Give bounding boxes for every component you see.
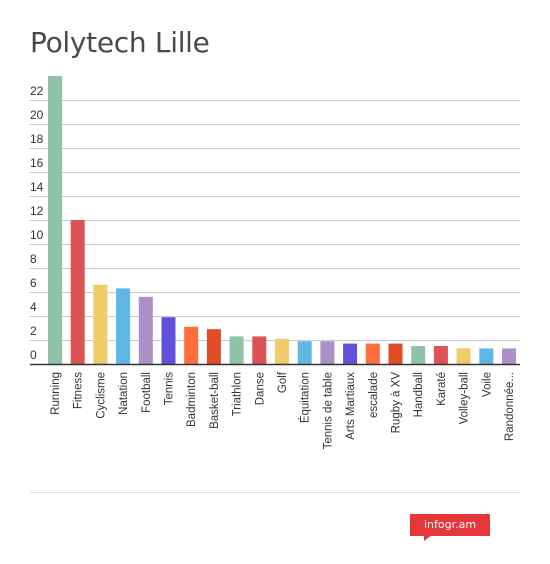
y-tick-label: 4	[30, 300, 37, 314]
bar	[502, 348, 516, 364]
x-tick-label: Tennis de table	[322, 372, 334, 449]
y-tick-label: 6	[30, 276, 37, 290]
footer-divider	[30, 492, 520, 493]
bar	[433, 346, 448, 364]
x-tick-label: Danse	[254, 372, 266, 405]
brand-badge[interactable]: infogr.am	[410, 514, 490, 536]
x-tick-label: Badminton	[186, 372, 198, 427]
y-tick-label: 20	[30, 108, 44, 122]
bar	[365, 343, 380, 364]
bar-chart: 0 2 4 6 8 10 12 14 16 18 20 22 Running Fitness Cyclis…	[30, 76, 520, 449]
y-tick-label: 8	[30, 252, 37, 266]
x-tick-label: Football	[141, 372, 153, 413]
x-tick-label: Randonnée...	[504, 372, 516, 441]
bar	[161, 317, 176, 364]
y-tick-label: 22	[30, 84, 44, 98]
brand-badge-tail	[424, 535, 432, 541]
bar	[138, 296, 153, 364]
y-tick-label: 0	[30, 348, 37, 362]
y-tick-label: 14	[30, 180, 44, 194]
y-tick-label: 12	[30, 204, 44, 218]
x-tick-label: Running	[50, 372, 62, 415]
chart-title: Polytech Lille	[30, 26, 210, 59]
x-tick-label: Basket-ball	[209, 372, 221, 429]
x-tick-label: Natation	[118, 372, 130, 415]
bar	[70, 220, 85, 364]
bar	[252, 336, 267, 364]
bar	[456, 348, 471, 364]
bar	[479, 348, 494, 364]
x-tick-label: Volley-ball	[459, 372, 471, 424]
x-tick-label: Arts Martiaux	[345, 372, 357, 440]
y-tick-label: 16	[30, 156, 44, 170]
y-tick-label: 18	[30, 132, 44, 146]
x-tick-label: Golf	[277, 371, 289, 393]
bar	[320, 341, 335, 364]
brand-label: infogr.am	[423, 518, 477, 531]
bar	[184, 326, 199, 364]
bars	[48, 76, 516, 364]
x-axis-labels: Running Fitness Cyclisme Natation Football Te…	[50, 371, 516, 449]
bar	[343, 343, 358, 364]
x-tick-label: Équitation	[299, 372, 312, 423]
x-tick-label: Fitness	[73, 372, 85, 409]
bar	[93, 284, 108, 364]
x-tick-label: Karaté	[436, 372, 448, 406]
bar	[275, 338, 289, 364]
y-tick-label: 2	[30, 324, 37, 338]
y-tick-label: 10	[30, 228, 44, 242]
bar	[48, 76, 62, 364]
x-tick-label: Voile	[481, 372, 493, 397]
x-tick-label: Cyclisme	[95, 372, 107, 419]
x-tick-label: escalade	[368, 372, 380, 418]
x-tick-label: Triathlon	[232, 372, 244, 416]
bar	[388, 343, 403, 364]
x-tick-label: Rugby à XV	[391, 372, 403, 434]
bar	[206, 329, 221, 364]
x-tick-label: Tennis	[164, 372, 176, 405]
grid-lines	[30, 100, 520, 341]
bar	[297, 341, 312, 364]
x-tick-label: Handball	[413, 372, 425, 417]
y-axis-ticks: 0 2 4 6 8 10 12 14 16 18 20 22	[30, 84, 44, 362]
bar	[116, 288, 131, 364]
bar	[229, 336, 244, 364]
bar	[411, 346, 426, 364]
